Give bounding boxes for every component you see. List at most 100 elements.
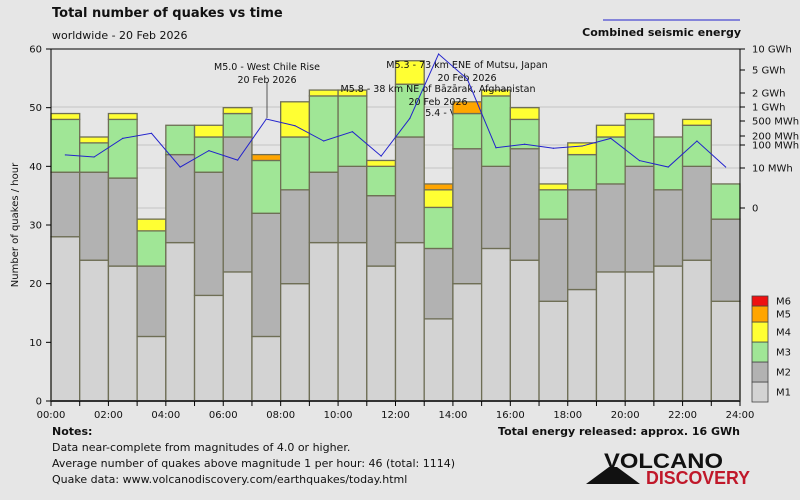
legend-swatch-m6 <box>751 295 769 307</box>
energy-tick-label: 5 GWh <box>752 66 786 77</box>
energy-point-h5 <box>208 150 210 152</box>
bar-m4-h13 <box>423 189 454 209</box>
energy-point-h22 <box>696 140 698 142</box>
bar-m1-h1 <box>79 259 110 402</box>
bar-m1-h12 <box>394 241 425 402</box>
energy-point-h0 <box>64 154 66 156</box>
bar-m3-h21 <box>653 136 684 191</box>
bar-m4-h10 <box>337 89 368 97</box>
bar-m2-h13 <box>423 247 454 320</box>
bar-m1-h13 <box>423 318 454 402</box>
x-tick-label: 04:00 <box>151 410 180 421</box>
bar-m2-h3 <box>136 265 167 338</box>
volcano-logo-icon <box>586 467 640 484</box>
y-tick-label: 40 <box>29 162 42 173</box>
bar-m4-h1 <box>79 136 110 144</box>
bar-m4-h12 <box>394 60 425 85</box>
x-tick-label: 14:00 <box>439 410 468 421</box>
note-line-3: Quake data: www.volcanodiscovery.com/ear… <box>52 473 407 486</box>
bar-m2-h11 <box>366 195 397 267</box>
legend-label-m6: M6 <box>776 297 791 308</box>
bar-m3-h9 <box>308 95 339 173</box>
x-tick-label: 12:00 <box>381 410 410 421</box>
energy-point-h14 <box>466 78 468 80</box>
bar-m2-h12 <box>394 136 425 244</box>
bar-m1-h10 <box>337 241 368 402</box>
bar-m2-h23 <box>710 218 741 302</box>
axes: 0 10 20 30 40 50 60 00:00 02:00 04:00 06:00 08:00 10… <box>29 45 799 422</box>
bar-m2-h2 <box>107 177 138 267</box>
legend-label-m3: M3 <box>776 348 791 359</box>
energy-point-h19 <box>610 137 612 139</box>
bar-m2-h1 <box>79 171 110 261</box>
bar-m3-h15 <box>480 95 511 167</box>
bar-m1-h5 <box>193 294 224 402</box>
bar-m1-h8 <box>280 283 311 402</box>
magnitude-legend: M1 M2 M3 M4 M5 M6 <box>751 295 791 403</box>
bar-m2-h8 <box>280 189 311 285</box>
bar-m4-h17 <box>538 183 569 191</box>
bar-m3-h23 <box>710 183 741 220</box>
bar-m1-h19 <box>595 271 626 402</box>
bar-m3-h14 <box>452 112 483 150</box>
energy-point-h7 <box>265 118 267 120</box>
notes-heading: Notes: <box>52 425 92 438</box>
y-tick-label: 50 <box>29 103 42 114</box>
note-line-2: Average number of quakes above magnitude… <box>52 457 455 470</box>
energy-tick-label: 0 <box>752 204 758 215</box>
energy-tick-label: 2 GWh <box>752 89 786 100</box>
bar-m4-h8 <box>280 101 311 138</box>
bar-m1-h22 <box>681 259 712 402</box>
bar-m3-h5 <box>193 136 224 173</box>
bar-m1-h23 <box>710 300 741 402</box>
energy-point-h2 <box>122 137 124 139</box>
bar-m3-h22 <box>681 124 712 167</box>
energy-point-h10 <box>351 131 354 133</box>
y-tick-label: 20 <box>29 279 42 290</box>
note-line-1: Data near-complete from magnitudes of 4.… <box>52 441 350 454</box>
annotation-text: M5.0 - West Chile Rise <box>214 62 320 73</box>
bar-m1-h18 <box>567 288 598 402</box>
bar-m4-h18 <box>567 142 598 156</box>
energy-point-h8 <box>294 125 296 127</box>
bar-m1-h20 <box>624 271 655 402</box>
x-tick-label: 00:00 <box>37 410 66 421</box>
bar-m4-h9 <box>308 89 339 97</box>
bar-m1-h9 <box>308 241 339 402</box>
energy-tick-label: 1 GWh <box>752 103 786 114</box>
logo-discovery: DISCOVERY <box>646 468 750 488</box>
bar-m1-h16 <box>509 259 540 402</box>
volcanodiscovery-logo: VOLCANO DISCOVERY <box>586 450 750 488</box>
bar-m2-h10 <box>337 165 368 244</box>
legend-swatch-m4 <box>751 321 769 343</box>
bar-m1-h21 <box>653 265 684 402</box>
energy-tick-label: 10 GWh <box>752 45 792 56</box>
y-tick-label: 60 <box>29 45 42 56</box>
bar-m3-h20 <box>624 118 655 167</box>
x-tick-label: 08:00 <box>266 410 295 421</box>
bar-m2-h0 <box>50 171 81 238</box>
bar-m2-h18 <box>567 189 598 291</box>
bar-m4-h11 <box>366 159 397 167</box>
energy-tick-label: 200 MWh <box>752 132 799 143</box>
annotation-text: M5.8 - 38 km NE of Bāzārak, Afghanistan <box>341 84 536 95</box>
bar-m5-h7 <box>251 153 282 162</box>
bar-m3-h7 <box>251 159 282 214</box>
bar-m3-h17 <box>538 189 569 220</box>
logo-volcano: VOLCANO <box>604 450 723 473</box>
bar-m5-h13 <box>423 183 454 191</box>
bar-m1-h2 <box>107 265 138 402</box>
energy-legend-label: Combined seismic energy <box>582 26 741 39</box>
x-tick-label: 02:00 <box>94 410 123 421</box>
bar-m4-h20 <box>624 112 655 121</box>
legend-swatch-m2 <box>751 361 769 383</box>
energy-point-h15 <box>495 147 497 149</box>
total-energy: Total energy released: approx. 16 GWh <box>498 425 740 438</box>
bar-m1-h3 <box>136 335 167 402</box>
bar-m2-h21 <box>653 189 684 267</box>
chart-subtitle: worldwide - 20 Feb 2026 <box>52 29 188 42</box>
energy-point-h11 <box>380 155 382 157</box>
bar-m2-h4 <box>165 153 196 244</box>
bar-m1-h7 <box>251 335 282 402</box>
bar-m1-h17 <box>538 300 569 402</box>
